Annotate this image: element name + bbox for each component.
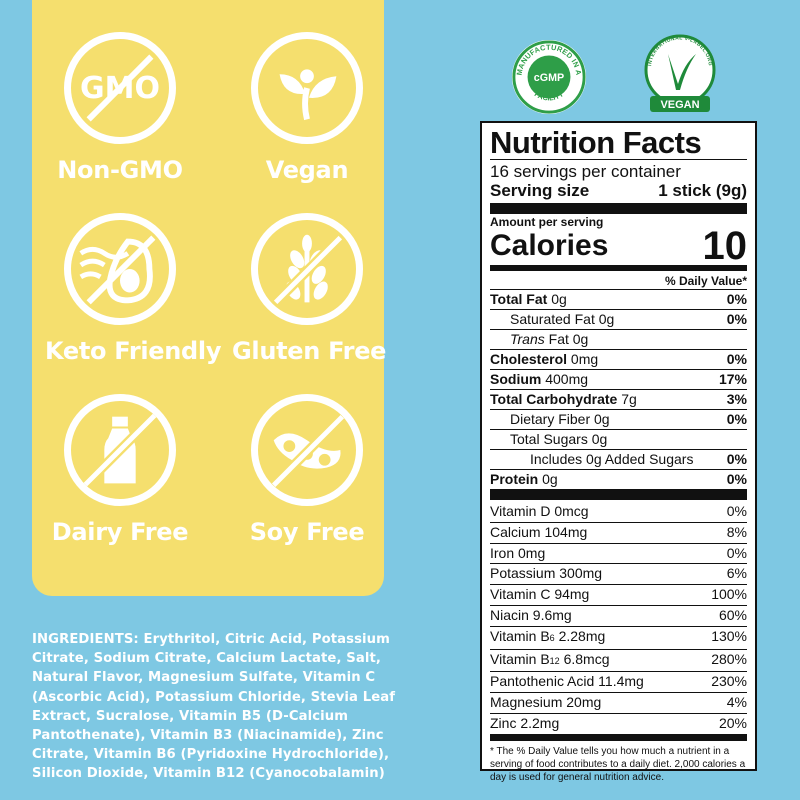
- badge-vegan: Vegan: [232, 32, 382, 184]
- vitamin-row: Iron 0mg 0%: [490, 544, 747, 565]
- serving-size-row: Serving size 1 stick (9g): [490, 181, 747, 200]
- cgmp-seal-icon: MANUFACTURED IN A FACILITY cGMP: [510, 38, 588, 116]
- badge-label-gluten-free: Gluten Free: [232, 337, 387, 365]
- badge-keto: Keto Friendly: [45, 213, 222, 365]
- ingredients-heading: INGREDIENTS:: [32, 632, 139, 647]
- calories-value: 10: [702, 224, 748, 268]
- wheat-icon: [251, 213, 363, 325]
- vegan-ribbon-text: VEGAN: [660, 99, 699, 111]
- milk-bottle-icon: [64, 394, 176, 506]
- gmp-center-text: cGMP: [534, 72, 564, 84]
- row-total-sugars: Total Sugars 0g: [490, 430, 747, 450]
- row-total-fat: Total Fat 0g 0%: [490, 290, 747, 310]
- gmp-bottom-text: FACILITY: [533, 89, 566, 102]
- daily-value-header: % Daily Value*: [664, 274, 747, 288]
- amount-per-serving: Amount per serving: [490, 215, 604, 229]
- serving-size-value: 1 stick (9g): [658, 181, 747, 200]
- soybean-icon: [251, 394, 363, 506]
- vitamin-row: Vitamin B6 2.28mg 130%: [490, 627, 747, 650]
- row-total-carbohydrate: Total Carbohydrate 7g 3%: [490, 390, 747, 410]
- vitamin-row: Calcium 104mg 8%: [490, 523, 747, 544]
- vegan-vlabel-icon: INTERNATIONAL V-LABEL.ORG VEGAN: [640, 32, 720, 122]
- badge-gluten-free: Gluten Free: [232, 213, 387, 365]
- serving-size-label: Serving size: [490, 181, 590, 200]
- nutrition-title: Nutrition Facts: [490, 125, 702, 160]
- vitamins-list: Vitamin D 0mcg 0% Calcium 104mg 8% Iron 0m…: [490, 502, 747, 735]
- row-added-sugars: Includes 0g Added Sugars 0%: [490, 450, 747, 470]
- vitamin-row: Niacin 9.6mg 60%: [490, 606, 747, 627]
- vitamin-row: Vitamin C 94mg 100%: [490, 586, 747, 603]
- servings-per-container: 16 servings per container: [490, 162, 681, 181]
- gmo-icon-text: GMO: [80, 70, 160, 106]
- badge-label-non-gmo: Non-GMO: [57, 156, 183, 184]
- row-cholesterol: Cholesterol 0mg 0%: [490, 350, 747, 370]
- no-gmo-icon: GMO: [64, 32, 176, 144]
- daily-value-footnote: * The % Daily Value tells you how much a…: [490, 745, 746, 783]
- svg-text:FACILITY: FACILITY: [533, 89, 566, 102]
- ingredients-text: INGREDIENTS: Erythritol, Citric Acid, Po…: [32, 630, 402, 784]
- avocado-icon: [64, 213, 176, 325]
- badge-label-keto: Keto Friendly: [45, 337, 222, 365]
- vitamin-row: Zinc 2.2mg 20%: [490, 714, 747, 735]
- vegan-plant-icon: [251, 32, 363, 144]
- vitamin-row: Pantothenic Acid 11.4mg 230%: [490, 672, 747, 694]
- badge-label-dairy-free: Dairy Free: [51, 518, 189, 546]
- nutrition-facts-panel: Nutrition Facts 16 servings per containe…: [480, 121, 757, 783]
- badge-soy-free: Soy Free: [232, 394, 382, 546]
- badge-label-soy-free: Soy Free: [249, 518, 365, 546]
- calories-row: Calories 10: [490, 224, 748, 268]
- vitamin-row: Potassium 300mg 6%: [490, 564, 747, 586]
- row-sodium: Sodium 400mg 17%: [490, 370, 747, 390]
- badge-label-vegan: Vegan: [265, 156, 349, 184]
- badge-non-gmo: GMO Non-GMO: [45, 32, 195, 184]
- calories-label: Calories: [490, 229, 609, 262]
- row-protein: Protein 0g 0%: [490, 471, 747, 487]
- vitamin-row: Magnesium 20mg 4%: [490, 693, 747, 714]
- vitamin-row: Vitamin D 0mcg 0%: [490, 502, 747, 523]
- ingredients-list: Erythritol, Citric Acid, Potassium Citra…: [32, 632, 396, 782]
- badge-panel: GMO Non-GMO Vegan: [32, 0, 387, 596]
- badge-dairy-free: Dairy Free: [45, 394, 195, 546]
- row-trans-fat: Trans Fat 0g: [490, 330, 747, 350]
- row-dietary-fiber: Dietary Fiber 0g 0%: [490, 410, 747, 430]
- row-saturated-fat: Saturated Fat 0g 0%: [490, 310, 747, 330]
- vitamin-row: Vitamin B12 6.8mcg 280%: [490, 650, 747, 673]
